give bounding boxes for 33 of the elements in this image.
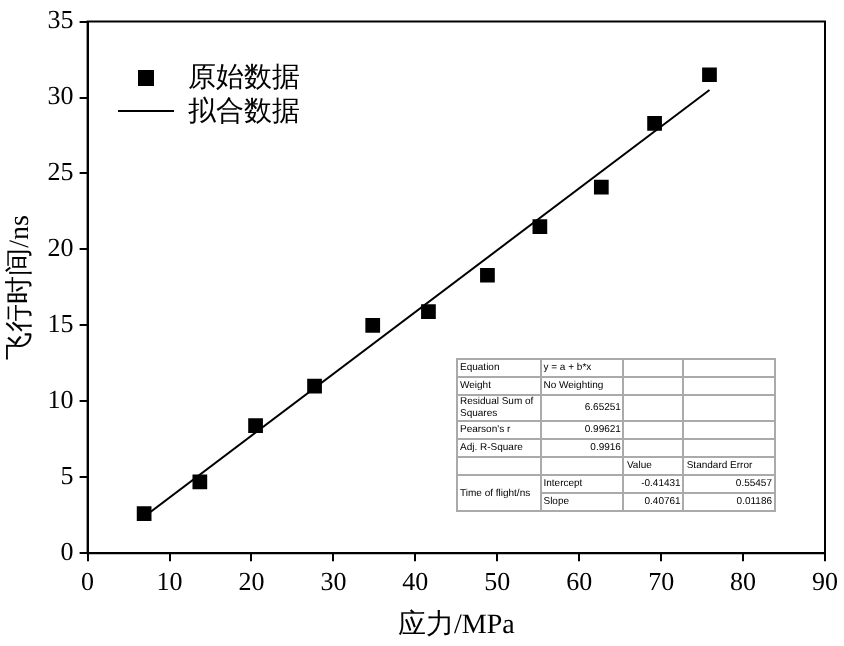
y-tick-label: 25	[47, 156, 74, 187]
y-tick-label: 15	[47, 308, 74, 339]
y-tick-label: 20	[47, 232, 74, 263]
point	[136, 506, 152, 522]
point	[647, 116, 662, 131]
point	[307, 378, 322, 394]
x-tick-label: 90	[812, 565, 838, 596]
x-tick-label: 70	[648, 565, 675, 596]
point	[248, 418, 263, 433]
point	[593, 179, 609, 195]
point	[421, 304, 436, 320]
legend-label: 拟合数据	[188, 94, 300, 129]
point	[702, 67, 717, 83]
x-axis-title: 应力/MPa	[397, 608, 517, 641]
x-tick-label: 30	[320, 565, 347, 596]
y-tick-label: 30	[47, 80, 74, 111]
x-tick-label: 20	[238, 565, 265, 596]
x-tick-label: 60	[566, 565, 593, 596]
x-tick-label: 10	[156, 565, 183, 596]
point	[532, 219, 548, 235]
x-tick-label: 40	[402, 565, 429, 596]
y-tick-label: 10	[47, 384, 74, 415]
point	[480, 267, 495, 283]
y-tick-label: 35	[47, 4, 74, 35]
x-tick-label: 50	[484, 565, 511, 596]
y-axis-title: 飞行时间/ns	[4, 215, 37, 360]
legend-label: 原始数据	[188, 61, 300, 95]
y-tick-label: 5	[60, 460, 74, 491]
y-tick-label: 0	[60, 536, 74, 567]
point	[192, 474, 208, 490]
point	[365, 318, 381, 333]
x-tick-label: 80	[730, 565, 757, 596]
x-tick-label: 0	[81, 565, 95, 596]
